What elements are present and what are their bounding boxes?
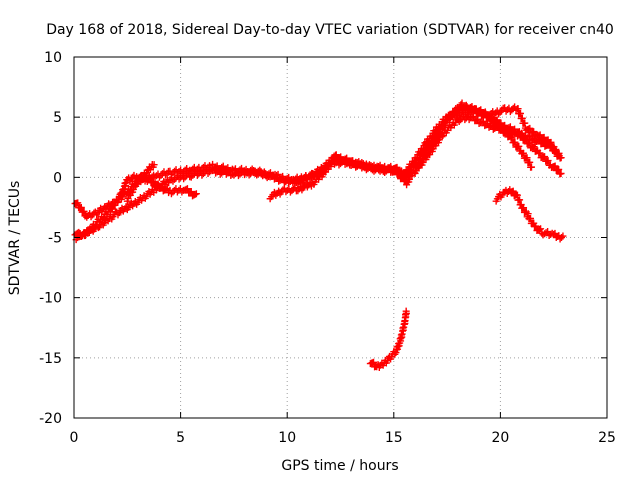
data-point <box>555 165 563 173</box>
data-point <box>559 232 567 240</box>
y-tick-label: -15 <box>39 351 62 367</box>
data-point <box>557 170 565 178</box>
data-point <box>81 231 89 239</box>
data-point <box>530 128 538 136</box>
y-axis-label: SDTVAR / TECUs <box>7 181 23 296</box>
data-point <box>77 203 85 211</box>
y-tick-label: 10 <box>44 50 62 66</box>
data-point <box>530 143 538 151</box>
data-point <box>544 157 552 165</box>
data-point <box>509 187 517 195</box>
data-point <box>527 163 535 171</box>
data-point <box>182 185 190 193</box>
chart-title: Day 168 of 2018, Sidereal Day-to-day VTE… <box>46 22 614 38</box>
plot-frame <box>73 56 608 419</box>
x-tick-label: 0 <box>70 430 79 446</box>
data-point <box>526 158 534 166</box>
data-point <box>558 234 566 241</box>
grid-lines <box>74 57 607 418</box>
data-markers <box>71 99 567 371</box>
data-point <box>524 210 532 218</box>
data-point <box>207 165 215 173</box>
y-tick-label: -10 <box>39 291 62 307</box>
x-tick-label: 10 <box>278 430 296 446</box>
data-point <box>399 172 407 180</box>
data-point <box>469 112 477 120</box>
data-point <box>557 154 565 162</box>
data-point <box>184 168 192 176</box>
data-point <box>541 153 549 161</box>
data-point <box>406 173 414 181</box>
data-point <box>527 214 535 222</box>
data-point <box>548 142 556 150</box>
series-track-7 <box>390 163 414 189</box>
y-tick-label: 0 <box>53 170 62 186</box>
data-point <box>493 116 501 124</box>
x-tick-label: 25 <box>598 430 616 446</box>
data-point <box>508 134 516 142</box>
data-point <box>552 145 560 153</box>
series-track-6 <box>411 112 565 177</box>
data-point <box>178 169 186 177</box>
data-point <box>479 117 487 125</box>
data-point <box>248 165 256 173</box>
x-tick-label: 20 <box>491 430 509 446</box>
data-point <box>187 188 195 196</box>
data-point <box>365 161 373 169</box>
data-point <box>397 168 405 176</box>
data-point <box>468 113 476 121</box>
data-point <box>532 222 540 230</box>
data-point <box>192 190 200 198</box>
x-tick-label: 5 <box>176 430 185 446</box>
y-tick-label: -20 <box>39 411 62 427</box>
x-tick-label: 15 <box>385 430 403 446</box>
y-tick-label: 5 <box>53 110 62 126</box>
data-point <box>478 118 486 126</box>
data-point <box>526 124 534 132</box>
series-track-8 <box>366 307 410 371</box>
data-point <box>551 162 559 170</box>
data-point <box>519 149 527 157</box>
data-point <box>497 119 505 127</box>
data-point <box>537 225 545 233</box>
data-point <box>555 149 563 157</box>
data-point <box>206 162 214 170</box>
data-point <box>488 113 496 121</box>
x-axis-label: GPS time / hours <box>281 458 398 474</box>
data-point <box>520 204 528 212</box>
data-point <box>438 133 446 141</box>
x-axis-ticks: 0 5 10 15 20 25 <box>70 57 616 446</box>
data-point <box>74 199 82 207</box>
data-point <box>107 205 115 213</box>
data-point <box>511 138 519 146</box>
data-point <box>183 185 191 193</box>
data-point <box>80 207 88 215</box>
y-axis-ticks: -20 -15 -10 -5 0 5 10 <box>39 50 607 427</box>
data-point <box>167 171 175 179</box>
data-point <box>150 161 158 169</box>
y-tick-label: -5 <box>48 231 62 247</box>
data-point <box>536 149 544 157</box>
data-point <box>515 142 523 150</box>
data-point <box>472 116 480 124</box>
data-point <box>393 163 401 171</box>
series-track-9 <box>492 186 567 243</box>
data-point <box>370 358 378 366</box>
data-point <box>186 188 194 196</box>
data-point <box>402 309 410 317</box>
data-point <box>523 154 531 162</box>
data-point <box>191 190 199 198</box>
data-point <box>474 115 482 123</box>
